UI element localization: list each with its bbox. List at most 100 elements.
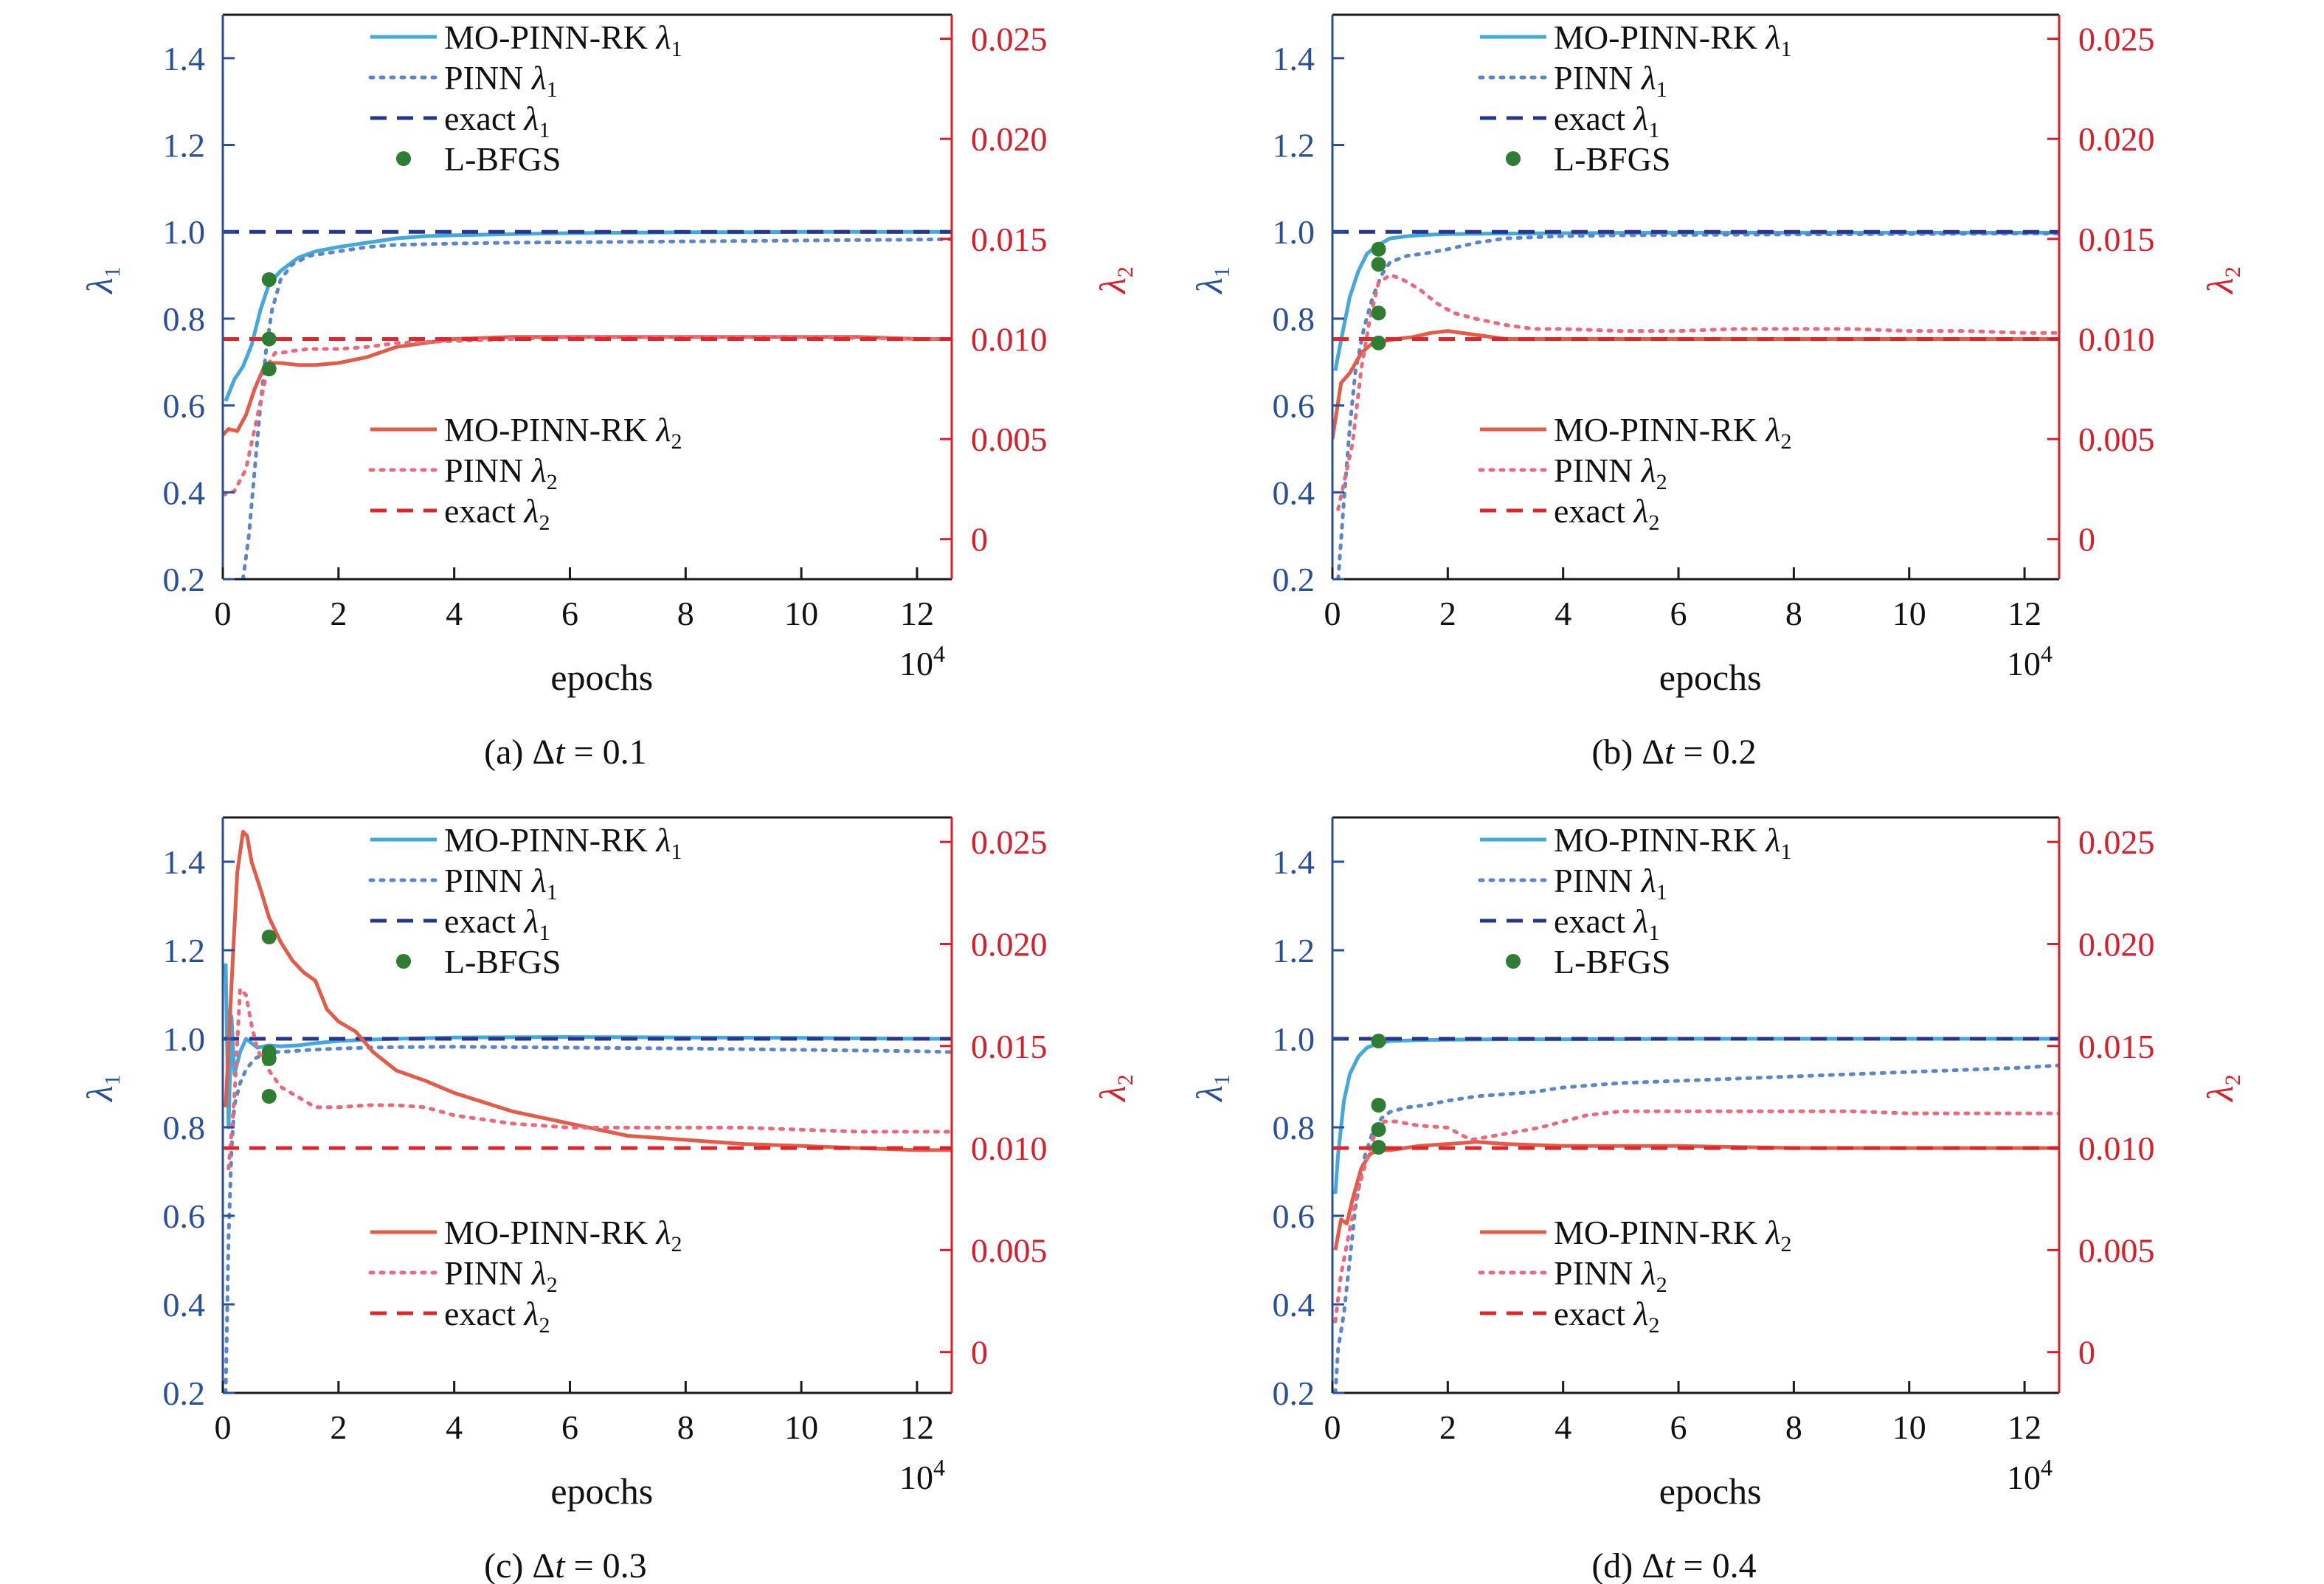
x-tick-label: 8 (677, 595, 694, 632)
legend-label-exact1-subscript: 1 (1648, 118, 1659, 142)
y1-tick-label: 1.4 (1273, 843, 1315, 881)
legend-label-pinn1-symbol: λ (1640, 862, 1656, 899)
legend-label-exact1: exact λ1 (444, 902, 550, 945)
legend-label-exact1-symbol: λ (1633, 902, 1649, 940)
y1-tick-label: 0.8 (163, 300, 206, 338)
y1-tick-label: 1.4 (1273, 40, 1315, 77)
legend-label-exact1-text: exact (444, 100, 525, 137)
lbfgs-point (261, 272, 277, 287)
legend-label-exact1-text: exact (1554, 100, 1634, 137)
y2-tick-label: 0.020 (971, 925, 1048, 963)
y1-tick-label: 1.2 (1273, 932, 1315, 969)
legend-label-pinn2-symbol: λ (1640, 1254, 1656, 1292)
y2-axis-label-group: λ2 (1092, 266, 1138, 295)
chart-panel-a: 0 2 4 6 8 10 120.20.40.60.81.01.21.400.0050.01… (79, 13, 1138, 772)
legend-label-exact2-subscript: 2 (539, 1313, 550, 1338)
x-axis-label: epochs (1659, 657, 1762, 698)
legend-label-exact1-symbol: λ (523, 902, 539, 940)
panel-caption: (b) Δt = 0.2 (1591, 733, 1756, 772)
legend-label-mo1: MO-PINN-RK λ1 (1554, 821, 1791, 864)
series-line-pinn2 (223, 335, 952, 497)
y2-axis-label: λ2 (1092, 266, 1138, 295)
x-multiplier: 104 (2007, 1454, 2052, 1496)
x-multiplier-exp: 4 (933, 1454, 945, 1481)
legend-label-exact2-subscript: 2 (1648, 1313, 1659, 1338)
legend-label-pinn1-text: PINN (444, 59, 532, 97)
y1-tick-label: 0.4 (163, 1286, 206, 1324)
series-line-mo2 (224, 829, 952, 1152)
panel-caption: (d) Δt = 0.4 (1591, 1546, 1756, 1584)
legend-label-mo2-symbol: λ (655, 1214, 671, 1251)
legend-label-mo1: MO-PINN-RK λ1 (444, 18, 682, 61)
legend-label-mo2: MO-PINN-RK λ2 (1554, 1214, 1791, 1256)
series-line-pinn1 (241, 237, 952, 579)
legend-label-pinn1-subscript: 1 (1656, 77, 1667, 102)
x-tick-label: 0 (215, 595, 232, 632)
x-tick-label: 10 (1892, 595, 1926, 632)
x-multiplier-base: 10 (899, 645, 933, 682)
y1-tick-label: 0.4 (1273, 1286, 1315, 1324)
y1-axis-label-group: λ1 (79, 1074, 125, 1103)
y2-axis-label: λ2 (1092, 1074, 1138, 1103)
x-multiplier: 104 (2007, 640, 2052, 682)
legend-label-lbfgs: L-BFGS (444, 943, 561, 981)
legend-label-mo1-text: MO-PINN-RK (1554, 18, 1766, 56)
caption-prefix: (b) Δ (1591, 733, 1664, 772)
y2-tick-label: 0 (971, 521, 988, 558)
y1-tick-label: 0.2 (1273, 1374, 1315, 1412)
legend-label-pinn1-subscript: 1 (547, 77, 558, 102)
legend-label-exact1-text: exact (1554, 902, 1634, 940)
x-tick-label: 12 (2007, 1408, 2041, 1446)
x-tick-label: 12 (900, 1408, 934, 1446)
legend-label-pinn2: PINN λ2 (1554, 1254, 1667, 1297)
y1-tick-label: 1.4 (163, 843, 206, 881)
legend-label-exact1: exact λ1 (444, 100, 550, 142)
caption-value: = 0.1 (565, 733, 647, 772)
legend-label-exact2-symbol: λ (523, 1295, 539, 1332)
x-tick-label: 6 (1670, 1408, 1687, 1446)
y1-axis-label-symbol: λ (1189, 1085, 1230, 1103)
y2-axis-label: λ2 (2199, 266, 2245, 295)
lbfgs-point (1371, 1034, 1386, 1048)
legend-label-pinn1-text: PINN (444, 862, 532, 899)
legend-label-mo2-symbol: λ (655, 411, 671, 449)
legend-label-mo1-subscript: 1 (671, 37, 682, 61)
x-tick-label: 10 (1892, 1408, 1926, 1446)
legend-label-exact2-text: exact (444, 492, 525, 530)
caption-symbol: t (1664, 1546, 1675, 1584)
legend-label-pinn1-symbol: λ (530, 862, 547, 899)
y2-tick-label: 0.005 (2078, 421, 2155, 458)
legend-lbfgs-marker (396, 954, 411, 969)
legend-label-mo2-symbol: λ (1765, 411, 1781, 449)
y1-axis-label-subscript: 1 (1210, 1074, 1234, 1085)
y2-tick-label: 0 (971, 1334, 988, 1372)
legend-lbfgs-marker (1506, 954, 1521, 969)
y2-tick-label: 0.020 (971, 120, 1048, 158)
legend-label-exact1-symbol: λ (1633, 100, 1649, 137)
legend-label-exact2-subscript: 2 (539, 511, 550, 535)
legend-label-mo1-symbol: λ (1765, 821, 1781, 859)
y2-tick-label: 0.025 (2078, 21, 2155, 58)
series-group (1332, 1034, 2059, 1393)
legend-label-mo2-text: MO-PINN-RK (444, 411, 657, 449)
x-multiplier: 104 (899, 1454, 945, 1496)
lbfgs-point (1371, 1140, 1386, 1155)
legend-label-mo2-subscript: 2 (671, 1232, 682, 1256)
lbfgs-point (1371, 335, 1386, 350)
x-multiplier-exp: 4 (2041, 1454, 2052, 1481)
legend-label-mo1-text: MO-PINN-RK (1554, 821, 1766, 859)
x-tick-label: 2 (1439, 1408, 1456, 1446)
caption-symbol: t (555, 733, 566, 772)
legend-label-exact2-symbol: λ (1633, 492, 1649, 530)
y1-tick-label: 1.0 (1273, 1020, 1315, 1058)
chart-panel-b: 0 2 4 6 8 10 120.20.40.60.81.01.21.400.0050.01… (1189, 13, 2245, 772)
series-line-mo2 (223, 335, 952, 437)
legend-label-pinn2: PINN λ2 (444, 452, 558, 494)
y2-axis-label: λ2 (2199, 1074, 2245, 1103)
legend-label-lbfgs-text: L-BFGS (444, 140, 561, 178)
y1-tick-label: 0.6 (163, 387, 206, 425)
y2-axis-label-subscript: 2 (1113, 266, 1138, 277)
x-tick-label: 8 (1785, 595, 1802, 632)
series-line-mo1 (224, 963, 952, 1130)
legend-label-lbfgs: L-BFGS (444, 140, 561, 178)
